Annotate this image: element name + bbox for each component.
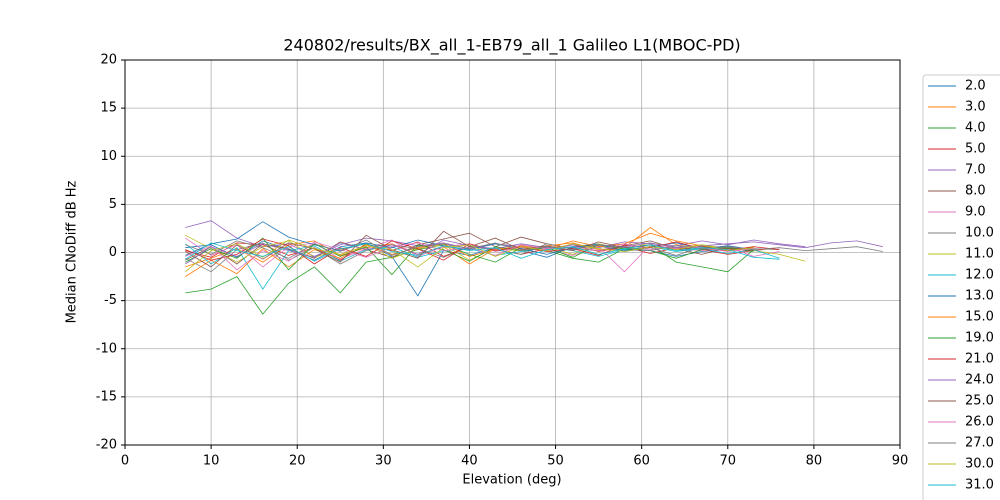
x-axis-label: Elevation (deg): [462, 473, 561, 488]
legend-label: 19.0: [965, 331, 994, 346]
legend-label: 9.0: [965, 205, 986, 220]
legend-box: [922, 74, 1000, 500]
series-line: [185, 227, 754, 268]
y-tick-label: 20: [100, 53, 117, 68]
series-line: [185, 239, 754, 273]
x-tick-label: 0: [121, 454, 129, 469]
legend-label: 12.0: [965, 268, 994, 283]
series-line: [185, 241, 754, 271]
legend-label: 3.0: [965, 100, 986, 115]
y-axis-label: Median CNoDiff dB Hz: [65, 180, 80, 323]
y-tick-label: 0: [109, 245, 117, 260]
y-tick-label: 5: [109, 197, 117, 212]
legend-label: 11.0: [965, 247, 994, 262]
series-line: [185, 232, 754, 265]
legend-label: 8.0: [965, 184, 986, 199]
x-tick-label: 60: [633, 454, 650, 469]
y-tick-label: -10: [96, 341, 117, 356]
x-tick-label: 50: [547, 454, 564, 469]
x-tick-label: 20: [289, 454, 306, 469]
series-line: [185, 242, 780, 262]
legend-label: 27.0: [965, 436, 994, 451]
chart-title: 240802/results/BX_all_1-EB79_all_1 Galil…: [283, 36, 740, 56]
x-tick-label: 80: [806, 454, 823, 469]
x-tick-label: 10: [203, 454, 220, 469]
legend-label: 24.0: [965, 373, 994, 388]
legend-label: 2.0: [965, 79, 986, 94]
x-tick-label: 30: [375, 454, 392, 469]
y-tick-label: 15: [100, 101, 117, 116]
y-tick-label: -15: [96, 389, 117, 404]
legend-label: 5.0: [965, 142, 986, 157]
y-tick-label: -20: [96, 438, 117, 453]
y-tick-label: -5: [104, 293, 117, 308]
legend-label: 26.0: [965, 415, 994, 430]
legend-label: 13.0: [965, 289, 994, 304]
series-line: [185, 237, 754, 276]
y-tick-label: 10: [100, 149, 117, 164]
legend-label: 4.0: [965, 121, 986, 136]
legend-label: 21.0: [965, 352, 994, 367]
x-tick-label: 40: [461, 454, 478, 469]
x-tick-label: 90: [892, 454, 909, 469]
legend-label: 30.0: [965, 457, 994, 472]
legend-label: 15.0: [965, 310, 994, 325]
legend-label: 10.0: [965, 226, 994, 241]
series-line: [185, 243, 780, 290]
plot-frame: [124, 59, 901, 446]
x-tick-label: 70: [720, 454, 737, 469]
series-line: [185, 232, 754, 277]
legend-label: 7.0: [965, 163, 986, 178]
legend-label: 25.0: [965, 394, 994, 409]
legend-label: 31.0: [965, 478, 994, 493]
